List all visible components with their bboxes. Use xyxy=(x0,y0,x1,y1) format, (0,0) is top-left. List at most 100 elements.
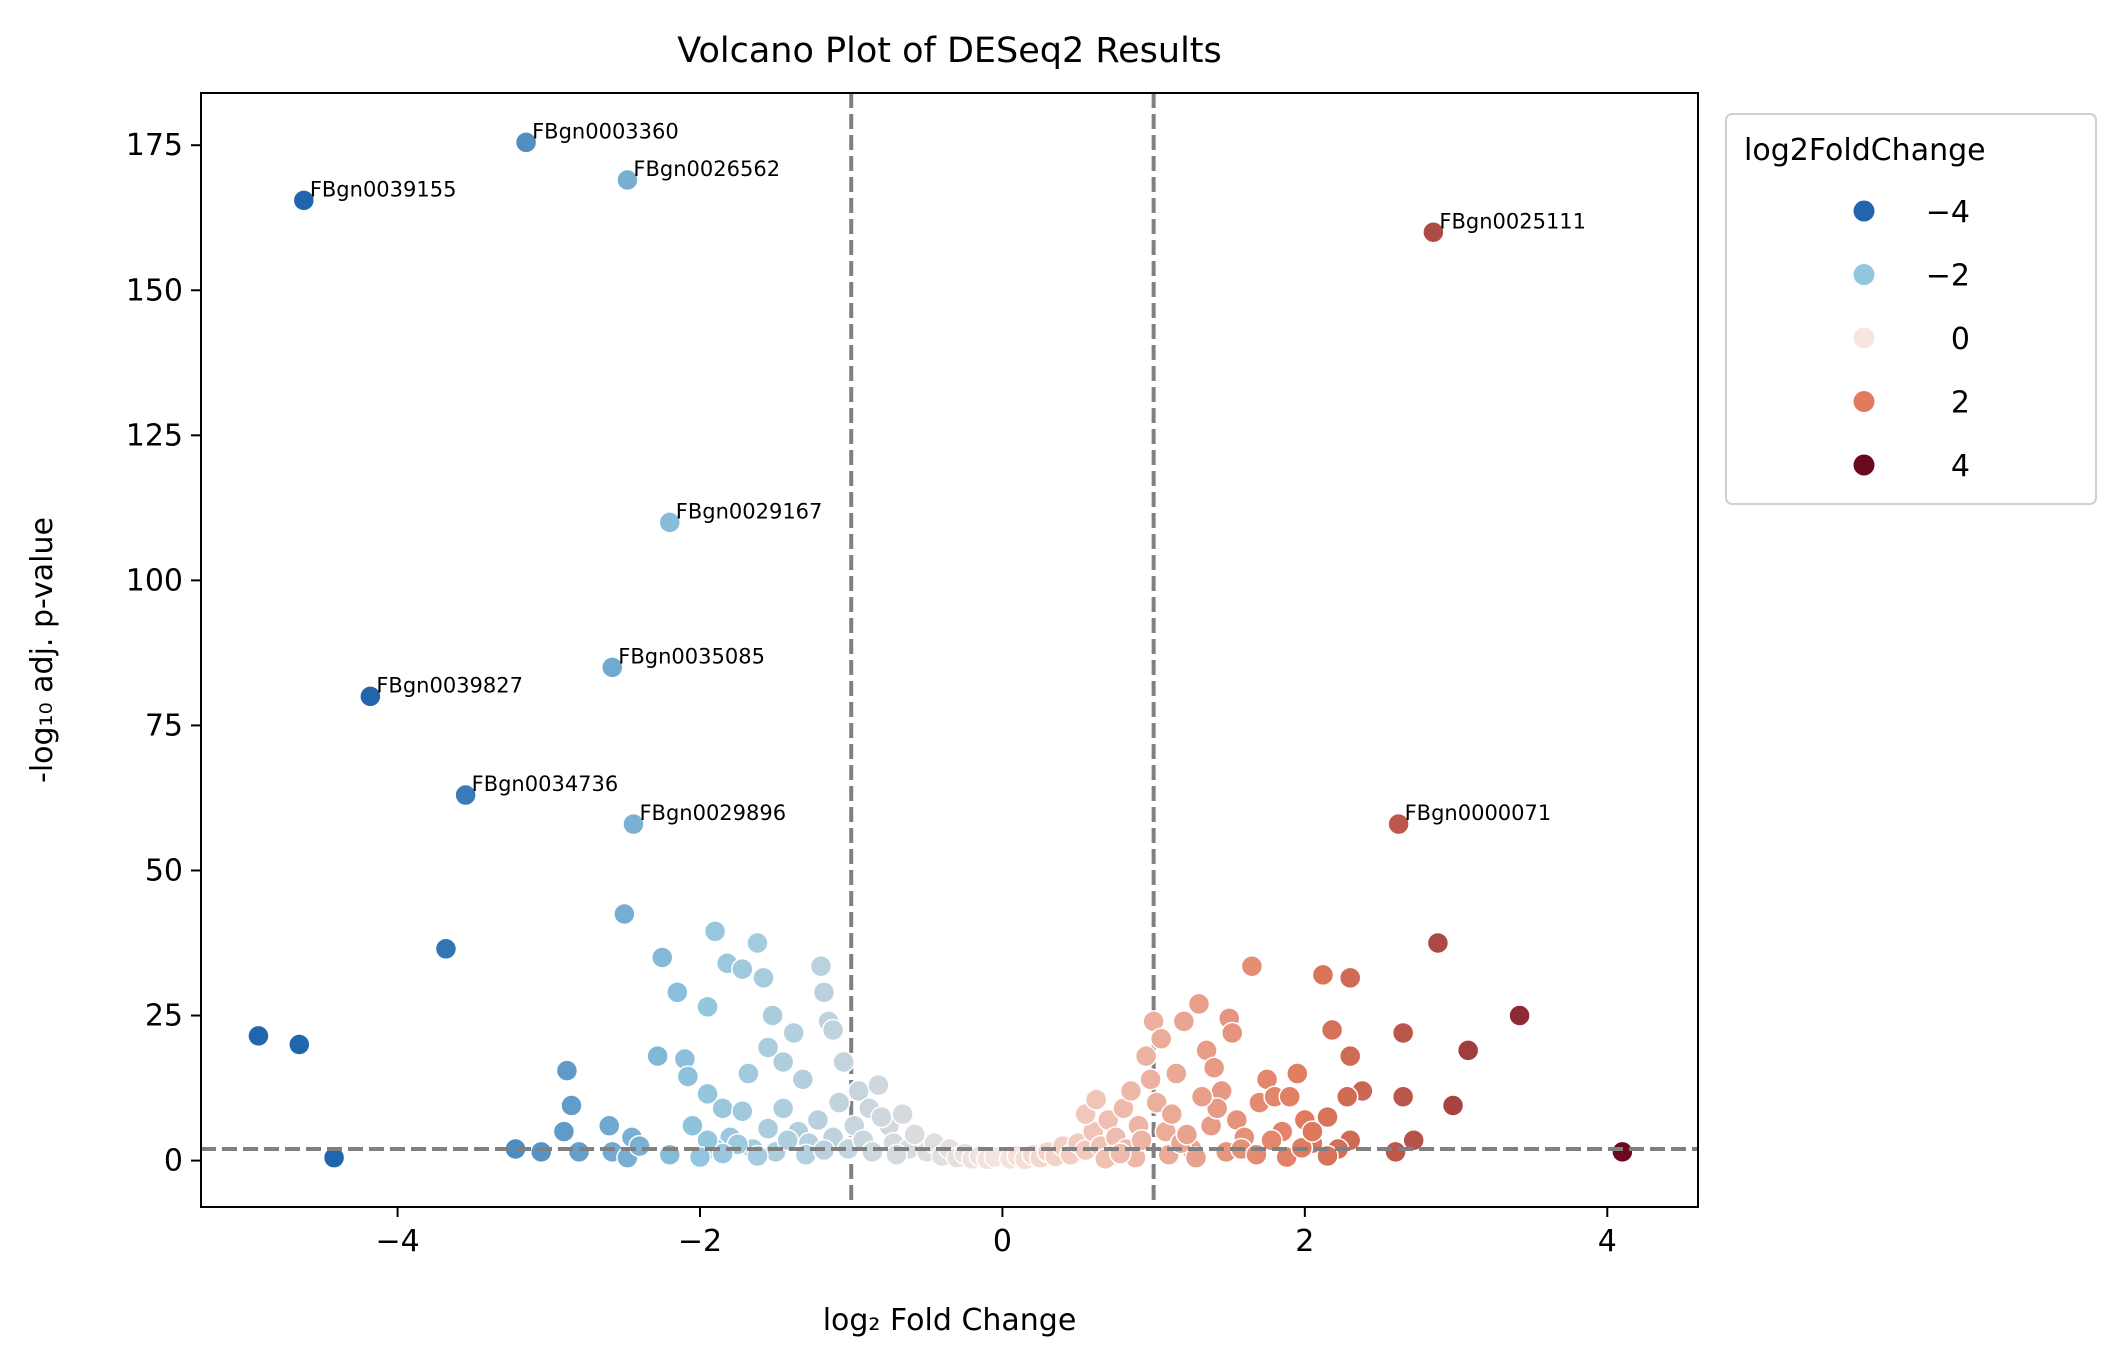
data-point xyxy=(791,1068,815,1091)
data-point xyxy=(666,981,689,1004)
data-point xyxy=(1391,1085,1415,1109)
data-point xyxy=(1316,1105,1339,1129)
y-tick-label: 125 xyxy=(126,418,183,453)
legend-label: 0 xyxy=(1951,322,1970,357)
labeled-data-point xyxy=(292,189,316,212)
plot-area: FBgn0003360 FBgn0026562 FBgn0039155 FBgn002… xyxy=(200,92,1699,1208)
data-point xyxy=(529,1140,553,1164)
labeled-data-point xyxy=(454,783,477,807)
x-axis: −4 −2 0 2 4 xyxy=(375,1207,1617,1259)
data-point xyxy=(782,1021,806,1045)
point-annotation-label: FBgn0026562 xyxy=(633,157,780,181)
data-point xyxy=(696,995,719,1019)
y-tick-label: 100 xyxy=(126,563,183,598)
data-point xyxy=(1402,1129,1425,1152)
data-point xyxy=(891,1102,914,1126)
data-point xyxy=(756,1036,780,1059)
x-tick-label: 0 xyxy=(993,1224,1012,1259)
y-tick-label: 175 xyxy=(126,128,183,163)
point-annotations: FBgn0003360 FBgn0026562 FBgn0039155 FBgn002… xyxy=(310,119,1586,825)
data-point xyxy=(1175,1123,1199,1146)
legend-label: −2 xyxy=(1926,259,1970,294)
data-point xyxy=(870,1105,893,1129)
labeled-data-point xyxy=(616,168,639,192)
data-point xyxy=(1426,931,1450,955)
data-point xyxy=(681,1114,704,1138)
data-point xyxy=(598,1114,621,1138)
data-point xyxy=(676,1065,700,1088)
legend-label: 4 xyxy=(1951,449,1970,484)
data-point xyxy=(752,966,775,990)
legend: log2FoldChange −4 −2 0 2 4 xyxy=(1725,113,2097,505)
data-point xyxy=(650,946,674,969)
plot-frame xyxy=(200,92,1699,1208)
data-point xyxy=(696,1082,719,1106)
data-point xyxy=(1311,963,1335,987)
labeled-data-point xyxy=(514,131,538,154)
data-point xyxy=(1508,1004,1531,1027)
legend-marker xyxy=(1853,200,1875,222)
labeled-data-point xyxy=(601,656,624,679)
point-annotation-label: FBgn0039155 xyxy=(310,177,457,201)
data-point xyxy=(746,931,769,955)
y-axis: 0 25 50 75 100 125 150 175 xyxy=(126,128,201,1179)
data-point xyxy=(1119,1079,1143,1103)
data-point xyxy=(1338,966,1362,990)
data-point xyxy=(1205,1097,1229,1120)
data-point xyxy=(867,1073,890,1097)
data-point xyxy=(1338,1044,1362,1068)
y-tick-label: 150 xyxy=(126,273,183,308)
data-point xyxy=(756,1117,780,1140)
data-points xyxy=(247,131,1634,1171)
data-point xyxy=(809,954,833,978)
data-point xyxy=(1130,1129,1153,1152)
data-point xyxy=(567,1140,591,1164)
data-point xyxy=(812,981,836,1004)
x-tick-label: −4 xyxy=(375,1224,419,1259)
data-point xyxy=(288,1033,311,1056)
data-point xyxy=(646,1044,669,1068)
chart-title: Volcano Plot of DESeq2 Results xyxy=(677,31,1222,71)
y-tick-label: 25 xyxy=(145,999,183,1034)
data-point xyxy=(560,1094,583,1117)
data-point xyxy=(1139,1068,1162,1091)
y-tick-label: 50 xyxy=(145,853,183,888)
x-tick-label: −2 xyxy=(678,1224,722,1259)
data-point xyxy=(1190,1085,1214,1109)
point-annotation-label: FBgn0029167 xyxy=(676,499,823,523)
point-annotation-label: FBgn0035085 xyxy=(618,644,765,668)
point-annotation-label: FBgn0039827 xyxy=(376,673,523,697)
point-annotation-label: FBgn0029896 xyxy=(639,801,786,825)
data-point xyxy=(1320,1018,1344,1042)
data-point xyxy=(1134,1044,1158,1068)
data-point xyxy=(1160,1102,1184,1126)
data-point xyxy=(737,1062,760,1085)
point-annotation-label: FBgn0000071 xyxy=(1405,801,1552,825)
data-point xyxy=(552,1120,576,1143)
data-point xyxy=(555,1059,579,1082)
data-point xyxy=(1456,1039,1480,1062)
y-axis-label: -log₁₀ adj. p-value xyxy=(25,517,60,783)
data-point xyxy=(1149,1027,1173,1050)
data-point xyxy=(903,1123,926,1146)
data-point xyxy=(1391,1021,1415,1045)
data-point xyxy=(613,902,636,926)
y-tick-label: 75 xyxy=(145,708,183,743)
data-point xyxy=(1611,1140,1634,1164)
x-tick-label: 4 xyxy=(1598,1224,1617,1259)
data-point xyxy=(1441,1094,1465,1117)
data-point xyxy=(806,1108,830,1132)
data-point xyxy=(1384,1140,1407,1164)
x-axis-label: log₂ Fold Change xyxy=(823,1303,1077,1338)
legend-marker xyxy=(1853,454,1875,476)
data-point xyxy=(628,1134,651,1158)
point-annotation-label: FBgn0034736 xyxy=(472,772,619,796)
legend-title: log2FoldChange xyxy=(1744,133,1986,168)
data-point xyxy=(1084,1088,1108,1111)
data-point xyxy=(711,1097,734,1120)
data-point xyxy=(761,1004,784,1027)
data-point xyxy=(827,1091,851,1114)
legend-label: 2 xyxy=(1951,386,1970,421)
x-tick-label: 2 xyxy=(1295,1224,1314,1259)
data-point xyxy=(731,1100,754,1123)
